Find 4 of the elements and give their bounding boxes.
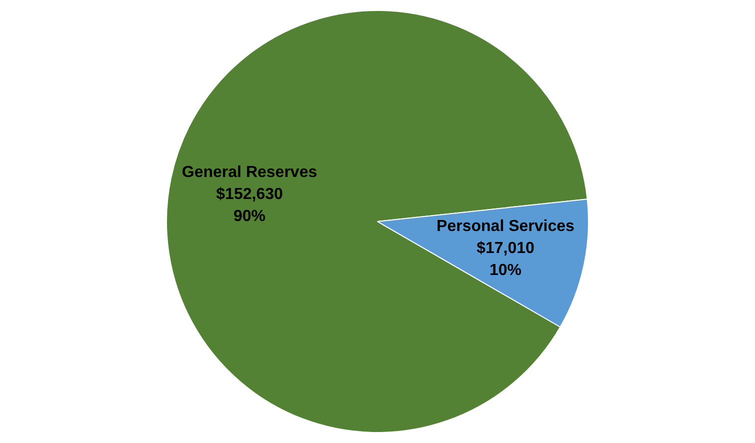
slice-label: Personal Services [436, 218, 575, 235]
data-label: $17,010 10% [476, 240, 534, 279]
slice-label: General Reserves [182, 164, 318, 181]
data-label: $152,630 90% [216, 186, 283, 225]
